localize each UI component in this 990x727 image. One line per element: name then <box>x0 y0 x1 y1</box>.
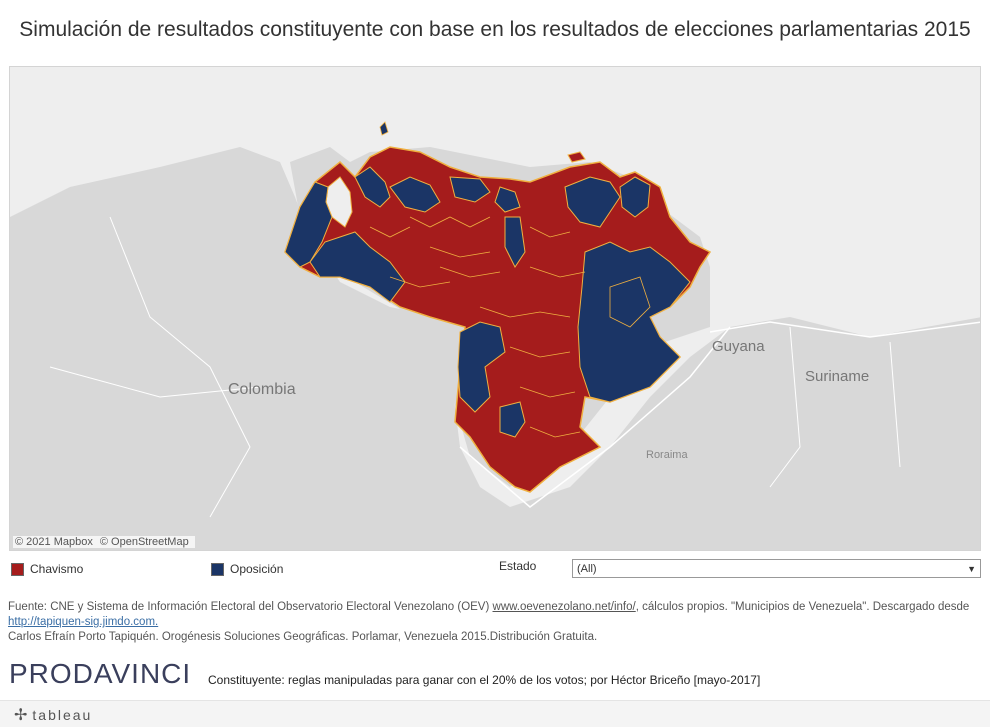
article-credit: Constituyente: reglas manipuladas para g… <box>208 673 761 687</box>
region-andes <box>309 231 406 303</box>
tapiquen-link[interactable]: http://tapiquen-sig.jimdo.com. <box>8 616 159 628</box>
region-anzoategui <box>564 176 621 228</box>
legend-item-chavismo[interactable]: Chavismo <box>11 562 83 576</box>
map-canvas[interactable]: Colombia Guyana Suriname Roraima <box>10 67 981 551</box>
estado-filter-dropdown[interactable]: (All) ▼ <box>572 559 981 578</box>
legend-swatch-oposicion <box>211 562 224 576</box>
prodavinci-logo[interactable]: PRODAVINCI <box>9 658 192 689</box>
mapbox-attribution[interactable]: © 2021 Mapbox <box>15 536 93 548</box>
tableau-label: tableau <box>32 707 93 723</box>
source-text-1: Fuente: CNE y Sistema de Información Ele… <box>8 601 493 613</box>
region-central-2 <box>449 176 491 203</box>
source-text-3: Carlos Efraín Porto Tapiquén. Orogénesis… <box>8 631 598 643</box>
map-view[interactable]: Colombia Guyana Suriname Roraima © 2021 … <box>9 66 981 551</box>
region-guarico-strip <box>504 216 526 268</box>
legend-swatch-chavismo <box>11 562 24 576</box>
region-falcon <box>354 166 391 208</box>
map-label-suriname: Suriname <box>805 368 869 385</box>
source-note: Fuente: CNE y Sistema de Información Ele… <box>8 600 988 645</box>
estado-filter-label: Estado <box>499 559 537 573</box>
oev-link[interactable]: www.oevenezolano.net/info/ <box>492 601 636 613</box>
estado-filter-value: (All) <box>577 562 597 575</box>
map-label-guyana: Guyana <box>712 338 765 355</box>
map-label-roraima: Roraima <box>646 449 688 461</box>
region-amazonas-south <box>499 401 526 438</box>
legend-item-oposicion[interactable]: Oposición <box>211 562 283 576</box>
region-monagas <box>619 176 651 218</box>
dropdown-arrow-icon: ▼ <box>967 563 976 574</box>
legend-label-chavismo: Chavismo <box>30 562 84 576</box>
tableau-logo-icon: ✢ <box>14 707 30 724</box>
tableau-footer: ✢ tableau <box>0 700 990 727</box>
land-colombia <box>10 147 980 550</box>
region-amazonas-west <box>457 321 506 413</box>
osm-attribution[interactable]: © OpenStreetMap <box>99 536 189 548</box>
isla-margarita <box>567 151 586 163</box>
region-central-1 <box>389 176 441 213</box>
map-attribution[interactable]: © 2021 Mapbox © OpenStreetMap <box>13 536 195 548</box>
region-central-3 <box>494 186 521 213</box>
tableau-brand[interactable]: ✢ tableau <box>14 705 92 725</box>
page-title: Simulación de resultados constituyente c… <box>19 18 971 41</box>
region-bolivar-inner <box>609 276 651 328</box>
legend-label-oposicion: Oposición <box>230 562 284 576</box>
source-text-2: , cálculos propios. "Municipios de Venez… <box>635 601 970 613</box>
map-label-colombia: Colombia <box>228 381 296 398</box>
region-zulia-west <box>284 181 333 268</box>
